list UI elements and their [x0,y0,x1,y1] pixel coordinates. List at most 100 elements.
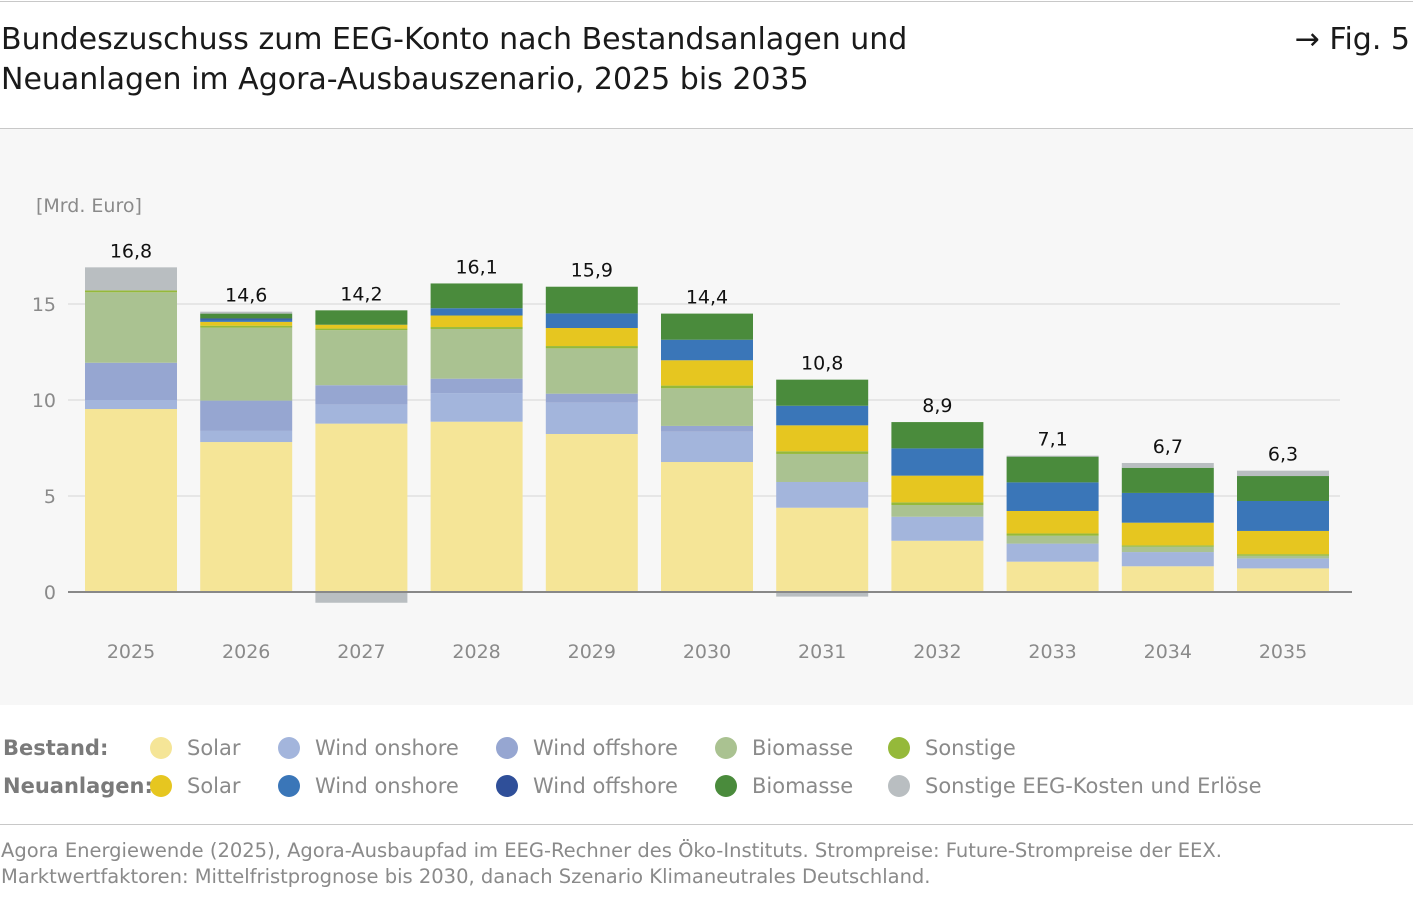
bar-total-label: 14,6 [225,285,267,307]
bar-segment [661,339,753,361]
bar-segment [1121,546,1214,553]
bar-segment [1121,566,1214,592]
x-tick-label: 2031 [798,641,846,663]
bar-segment [200,400,293,431]
bar-segment [430,283,523,309]
legend-swatch-icon [888,775,910,797]
bar-total-label: 16,8 [110,240,152,262]
legend-swatch-icon [278,737,300,759]
bar-total-label: 14,2 [340,283,382,305]
chart-title: Bundeszuschuss zum EEG-Konto nach Bestan… [1,22,908,97]
bar-segment [1237,476,1329,501]
bar-segment [1237,500,1329,531]
bar-segment [661,313,753,340]
bar-segment [200,325,293,328]
bar-segment [891,540,984,592]
legend-swatch-icon [150,737,172,759]
bar-segment [200,319,293,322]
bar-segment [1237,558,1329,569]
legend-swatch-icon [496,737,518,759]
bar-segment [776,425,869,452]
bar-total-label: 14,4 [686,287,728,309]
bar-segment [891,422,984,449]
bar-segment [85,292,177,363]
legend-item: Wind onshore [278,774,459,798]
bar-segment [315,592,408,603]
bar-segment [315,328,408,331]
bar-segment [1006,561,1099,592]
y-axis-label: [Mrd. Euro] [36,195,142,217]
bar-segment [85,362,177,400]
legend-item: Wind offshore [496,736,678,760]
legend-item: Biomasse [715,774,853,798]
legend-label: Wind offshore [533,774,678,798]
bar-segment [661,425,753,432]
legend-item: Solar [150,774,241,798]
bar-total-label: 8,9 [922,395,952,417]
bar-segment [1121,545,1214,547]
bar-segment [776,451,869,454]
legend-label: Wind offshore [533,736,678,760]
bar-segment [315,423,408,592]
bar-segment [891,448,984,476]
bar-total-label: 6,3 [1268,444,1298,466]
legend-label: Sonstige [925,736,1016,760]
bar-segment [1006,535,1099,544]
header-divider [0,128,1413,129]
x-tick-label: 2030 [683,641,731,663]
bar-segment [200,442,293,592]
legend-label: Biomasse [752,774,854,798]
bar-segment [545,286,638,314]
x-tick-label: 2027 [337,641,385,663]
bar-segment [891,505,984,517]
bar-segment [315,404,408,424]
legend-label: Biomasse [752,736,854,760]
bar-segment [315,385,408,405]
legend-label: Solar [187,774,241,798]
bar-segment [891,475,984,503]
bar-total-label: 7,1 [1037,429,1067,451]
bar-segment [776,507,869,592]
bar-segment [1006,482,1099,511]
legend-item: Wind offshore [496,774,678,798]
bar-segment [430,421,523,592]
bar-segment [85,409,177,592]
bar-segment [315,324,408,329]
bar-segment [1121,467,1214,493]
bar-segment [200,430,293,443]
legend-item: Wind onshore [278,736,459,760]
bar-segment [545,393,638,403]
legend-label: Wind onshore [315,774,459,798]
bar-segment [430,328,523,379]
x-tick-label: 2035 [1259,641,1307,663]
bar-segment [661,385,753,389]
bar-segment [776,592,869,597]
bar-segment [430,393,523,422]
bar-segment [1237,568,1329,592]
bar-segment [776,379,869,406]
bar-total-label: 10,8 [801,353,843,375]
y-tick-label: 5 [44,486,56,508]
x-tick-label: 2026 [222,641,270,663]
top-divider [0,1,1413,2]
legend-item: Sonstige EEG-Kosten und Erlöse [888,774,1262,798]
bar-segment [776,405,869,426]
bar-segment [200,321,293,326]
legend-label: Solar [187,736,241,760]
bar-segment [776,453,869,482]
bar-segment [545,402,638,434]
bar-segment [1121,522,1214,546]
bar-segment [315,330,408,386]
bar-segment [1121,462,1214,468]
bar-segment [661,431,753,463]
bar-segment [1237,470,1329,477]
x-tick-label: 2025 [107,641,155,663]
bar-segment [1237,554,1329,556]
bar-segment [85,267,177,291]
bar-segment [1237,555,1329,559]
legend-bestand-heading: Bestand: [3,736,109,760]
bar-segment [891,502,984,506]
legend-swatch-icon [278,775,300,797]
stacked-bar-chart: [Mrd. Euro] 0 5 10 15 16,8 2025 14,6 2026 14,2 202… [32,195,1352,663]
bar-segment [545,313,638,328]
